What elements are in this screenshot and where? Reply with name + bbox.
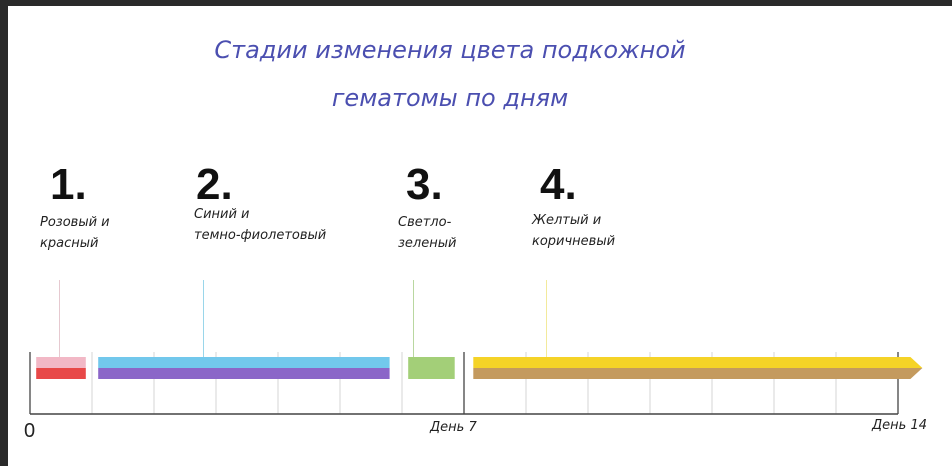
stage-1-bar-top [36,357,86,368]
stage-3-label-line: зеленый [398,236,457,251]
stage-2-number: 2. [196,160,233,209]
stage-3-leader-line [413,280,414,357]
stage-3-label: Светло-зеленый [398,212,456,254]
stage-1-number: 1. [50,160,87,209]
axis-label-day-7: День 7 [430,420,477,435]
stage-3-bar-top [408,357,455,368]
title-line-1: Стадии изменения цвета подкожной [214,36,686,64]
stage-4-leader-line [546,280,547,357]
stage-3-number: 3. [406,160,443,209]
stage-2-label: Синий и темно-фиолетовый [194,204,326,246]
stage-1-leader-line [59,280,60,357]
stage-4-bar-bottom [473,368,923,379]
stage-4-bar-top [473,357,923,368]
stage-1-bar-bottom [36,368,86,379]
stage-1-label-line: Розовый и [40,215,110,230]
stage-4-label-line: Желтый и [532,213,602,228]
stage-1-label-line: красный [40,236,99,251]
stage-2-label-line: Синий и [194,207,250,222]
stage-4-number: 4. [540,160,577,209]
axis-label-day-14: День 14 [872,418,927,433]
stage-4-label: Желтый и коричневый [532,210,615,252]
axis-label-zero: 0 [24,420,36,442]
window-left-border [0,0,8,466]
stage-4-label-line: коричневый [532,234,616,249]
window-top-border [0,0,952,6]
stage-2-label-line: темно-фиолетовый [194,228,327,243]
stage-1-label: Розовый и красный [40,212,110,254]
stage-2-bar-bottom [98,368,390,379]
stage-2-leader-line [203,280,204,357]
stage-2-bar-top [98,357,390,368]
title-line-2: гематомы по дням [331,84,569,112]
stage-3-label-line: Светло- [398,215,452,230]
stage-3-bar-bottom [408,368,455,379]
